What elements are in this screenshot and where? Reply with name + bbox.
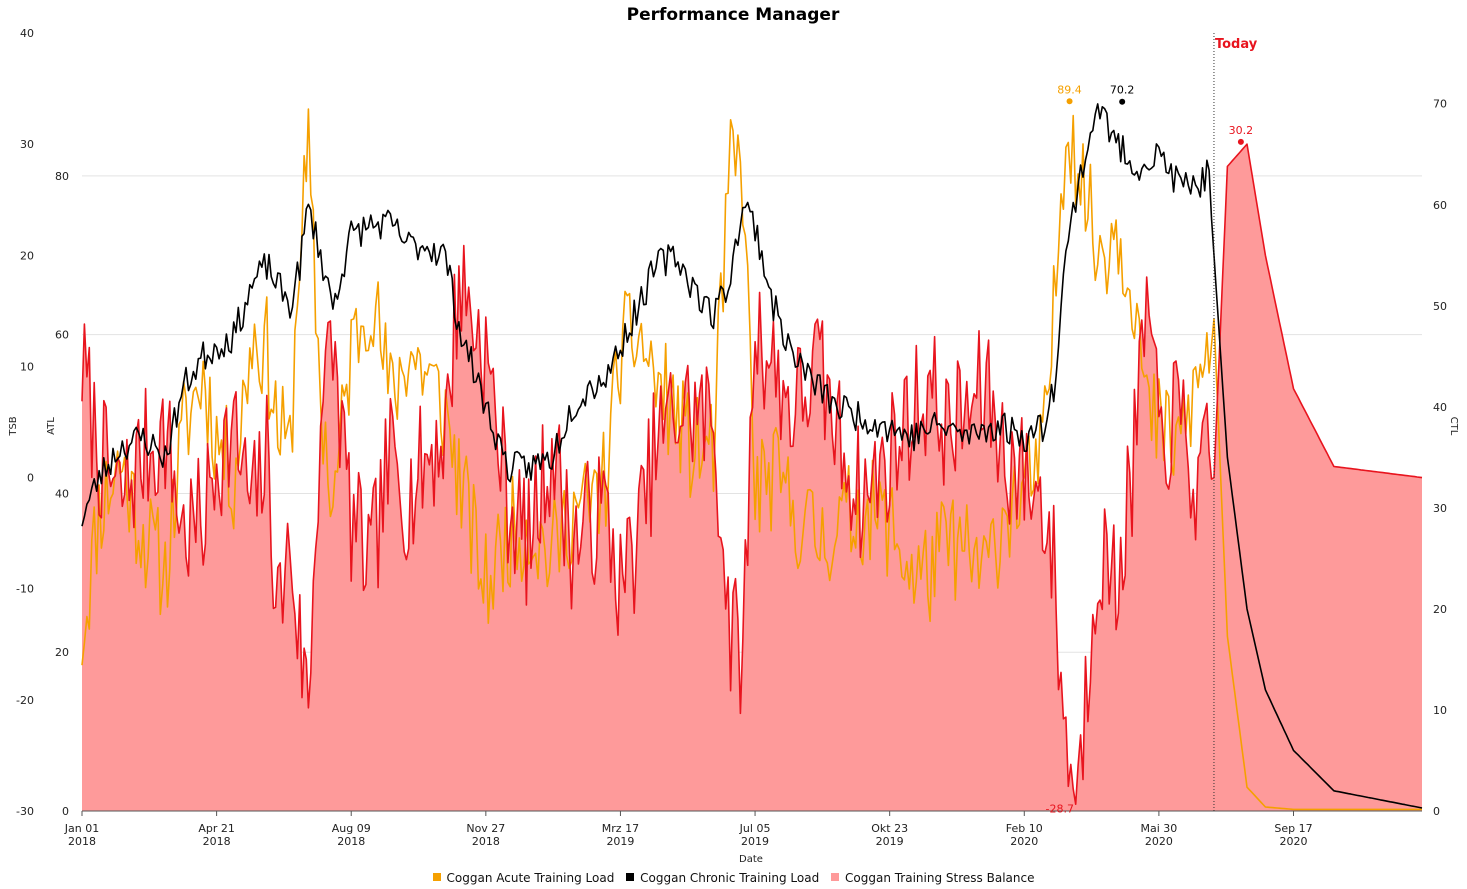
- peak-label: 89.4: [1057, 83, 1082, 96]
- x-tick-label: Mrz 17: [602, 822, 639, 835]
- x-tick-label: Apr 21: [198, 822, 235, 835]
- atl-tick-label: 80: [55, 170, 69, 183]
- atl-axis-label: ATL: [46, 417, 57, 435]
- tsb-tick-label: 20: [20, 249, 34, 262]
- series-lines: [81, 103, 1423, 811]
- atl-tick-label: 0: [62, 805, 69, 818]
- axes: 806040200403020100-10-20-307060504030201…: [16, 27, 1447, 848]
- tsb-tick-label: 10: [20, 360, 34, 373]
- ctl-swatch: [626, 873, 635, 881]
- x-tick-label: Feb 10: [1006, 822, 1043, 835]
- x-tick-label: Aug 09: [332, 822, 371, 835]
- x-tick-label: Nov 27: [466, 822, 505, 835]
- atl-swatch: [432, 873, 441, 881]
- peak-marker: [1119, 98, 1126, 105]
- x-tick-year: 2018: [68, 835, 96, 848]
- ctl-tick-label: 20: [1433, 603, 1447, 616]
- legend-label-tsb: Coggan Training Stress Balance: [845, 871, 1035, 885]
- peak-annotations: 89.4 70.2 30.2 -28.7: [1046, 83, 1254, 815]
- chart-legend: Coggan Acute Training Load Coggan Chroni…: [0, 871, 1467, 885]
- x-tick-year: 2020: [1145, 835, 1173, 848]
- chart-title: Performance Manager: [627, 5, 840, 25]
- x-tick-year: 2019: [606, 835, 634, 848]
- ctl-tick-label: 0: [1433, 805, 1440, 818]
- x-tick-year: 2019: [876, 835, 904, 848]
- peak-marker: [1066, 98, 1073, 105]
- ctl-tick-label: 60: [1433, 199, 1447, 212]
- tsb-tick-label: -20: [16, 694, 34, 707]
- atl-tick-label: 40: [55, 487, 69, 500]
- ctl-tick-label: 70: [1433, 98, 1447, 111]
- tsb-tick-label: 30: [20, 138, 34, 151]
- ctl-tick-label: 30: [1433, 502, 1447, 515]
- x-tick-year: 2018: [472, 835, 500, 848]
- ctl-tick-label: 50: [1433, 300, 1447, 313]
- legend-item-atl[interactable]: Coggan Acute Training Load: [432, 871, 615, 885]
- x-tick-label: Mai 30: [1141, 822, 1178, 835]
- atl-tick-label: 20: [55, 646, 69, 659]
- atl-line: [81, 108, 1422, 811]
- peak-label: 70.2: [1110, 84, 1135, 97]
- ctl-line: [81, 103, 1423, 809]
- tsb-tick-label: 0: [27, 472, 34, 485]
- legend-label-ctl: Coggan Chronic Training Load: [640, 871, 820, 885]
- x-tick-year: 2019: [741, 835, 769, 848]
- peak-label: -28.7: [1046, 803, 1074, 816]
- x-tick-label: Jan 01: [64, 822, 99, 835]
- tsb-tick-label: 40: [20, 27, 34, 40]
- x-axis-label: Date: [739, 854, 763, 865]
- peak-marker: [1237, 138, 1244, 145]
- x-tick-label: Okt 23: [871, 822, 908, 835]
- x-tick-year: 2018: [203, 835, 231, 848]
- legend-label-atl: Coggan Acute Training Load: [446, 871, 615, 885]
- peak-label: 30.2: [1229, 124, 1254, 137]
- ctl-axis-label: CTL: [1448, 417, 1459, 436]
- tsb-swatch: [831, 873, 840, 881]
- x-tick-year: 2020: [1010, 835, 1038, 848]
- tsb-axis-label: TSB: [8, 416, 19, 436]
- x-tick-label: Jul 05: [739, 822, 771, 835]
- legend-item-tsb[interactable]: Coggan Training Stress Balance: [831, 871, 1034, 885]
- ctl-tick-label: 10: [1433, 704, 1447, 717]
- tsb-tick-label: -10: [16, 583, 34, 596]
- today-marker: Today: [1213, 33, 1258, 811]
- legend-item-ctl[interactable]: Coggan Chronic Training Load: [626, 871, 819, 885]
- x-tick-year: 2018: [337, 835, 365, 848]
- tsb-area: [82, 144, 1422, 812]
- tsb-area-fill: [82, 144, 1422, 812]
- today-label: Today: [1215, 37, 1258, 52]
- atl-tick-label: 60: [55, 329, 69, 342]
- x-tick-label: Sep 17: [1274, 822, 1312, 835]
- ctl-tick-label: 40: [1433, 401, 1447, 414]
- x-tick-year: 2020: [1280, 835, 1308, 848]
- tsb-tick-label: -30: [16, 805, 34, 818]
- tsb-line: [81, 143, 1423, 805]
